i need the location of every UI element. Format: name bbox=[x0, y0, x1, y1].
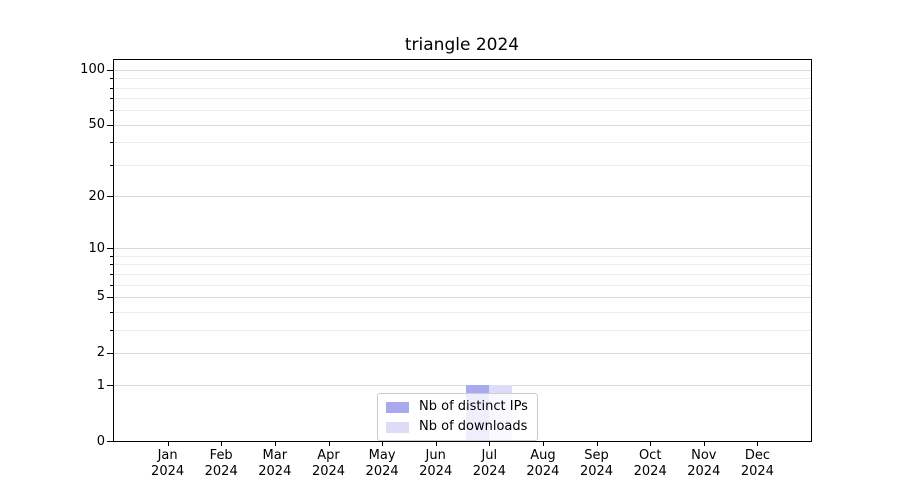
y-tick-100 bbox=[107, 69, 113, 71]
y-minor-tick-60 bbox=[110, 110, 113, 112]
legend-swatch-distinct-ips bbox=[386, 401, 409, 413]
legend-item-distinct-ips: Nb of distinct IPs bbox=[386, 399, 528, 415]
y-minor-tick-8 bbox=[110, 264, 113, 266]
x-tick-apr bbox=[328, 442, 330, 446]
legend: Nb of distinct IPs Nb of downloads bbox=[377, 393, 538, 441]
y-tick-50 bbox=[107, 124, 113, 126]
x-tick-aug bbox=[542, 442, 544, 446]
y-tick-label-100: 100 bbox=[80, 62, 105, 78]
x-tick-label-nov: Nov 2024 bbox=[687, 448, 721, 479]
x-tick-label-sep: Sep 2024 bbox=[579, 448, 614, 479]
y-tick-5 bbox=[107, 296, 113, 298]
x-tick-nov bbox=[703, 442, 705, 446]
gridline-major-50 bbox=[114, 124, 811, 126]
legend-label-downloads: Nb of downloads bbox=[419, 419, 528, 434]
x-tick-label-apr: Apr 2024 bbox=[311, 448, 346, 479]
x-tick-feb bbox=[221, 442, 223, 446]
legend-swatch-downloads bbox=[386, 421, 409, 433]
x-tick-jul bbox=[489, 442, 491, 446]
x-tick-dec bbox=[757, 442, 759, 446]
gridline-minor-30 bbox=[114, 164, 811, 166]
gridline-minor-3 bbox=[114, 329, 811, 331]
x-tick-jun bbox=[435, 442, 437, 446]
y-tick-label-0: 0 bbox=[96, 433, 105, 449]
chart-title: triangle 2024 bbox=[404, 35, 520, 55]
y-minor-tick-9 bbox=[110, 255, 113, 257]
x-tick-label-oct: Oct 2024 bbox=[633, 448, 667, 479]
legend-item-downloads: Nb of downloads bbox=[386, 419, 528, 435]
y-tick-1 bbox=[107, 385, 113, 387]
gridline-minor-80 bbox=[114, 87, 811, 89]
gridline-minor-9 bbox=[114, 255, 811, 257]
gridline-minor-6 bbox=[114, 284, 811, 286]
gridline-minor-60 bbox=[114, 110, 811, 112]
y-minor-tick-3 bbox=[110, 329, 113, 331]
x-tick-label-jul: Jul 2024 bbox=[472, 448, 506, 479]
x-tick-may bbox=[382, 442, 384, 446]
y-tick-2 bbox=[107, 352, 113, 354]
y-tick-10 bbox=[107, 248, 113, 250]
x-tick-oct bbox=[650, 442, 652, 446]
y-tick-20 bbox=[107, 196, 113, 198]
gridline-major-10 bbox=[114, 248, 811, 250]
x-tick-label-aug: Aug 2024 bbox=[526, 448, 560, 479]
x-tick-label-feb: Feb 2024 bbox=[204, 448, 238, 479]
gridline-minor-7 bbox=[114, 273, 811, 275]
y-tick-label-2: 2 bbox=[96, 345, 105, 361]
x-tick-label-jan: Jan 2024 bbox=[151, 448, 185, 479]
y-minor-tick-40 bbox=[110, 142, 113, 144]
gridline-major-5 bbox=[114, 296, 811, 298]
plot-area bbox=[113, 59, 812, 442]
gridline-major-1 bbox=[114, 385, 811, 387]
gridline-major-2 bbox=[114, 352, 811, 354]
gridline-minor-4 bbox=[114, 311, 811, 313]
y-minor-tick-70 bbox=[110, 98, 113, 100]
y-tick-label-10: 10 bbox=[88, 240, 105, 256]
y-minor-tick-4 bbox=[110, 311, 113, 313]
x-tick-sep bbox=[596, 442, 598, 446]
x-tick-label-mar: Mar 2024 bbox=[258, 448, 292, 479]
x-tick-label-jun: Jun 2024 bbox=[419, 448, 453, 479]
y-tick-label-1: 1 bbox=[96, 377, 105, 393]
gridline-major-100 bbox=[114, 69, 811, 71]
x-tick-jan bbox=[167, 442, 169, 446]
x-tick-label-dec: Dec 2024 bbox=[740, 448, 774, 479]
y-minor-tick-6 bbox=[110, 284, 113, 286]
x-tick-mar bbox=[274, 442, 276, 446]
y-minor-tick-80 bbox=[110, 87, 113, 89]
gridline-minor-90 bbox=[114, 78, 811, 80]
x-tick-label-may: May 2024 bbox=[365, 448, 399, 479]
y-minor-tick-7 bbox=[110, 273, 113, 275]
gridline-minor-70 bbox=[114, 98, 811, 100]
y-tick-label-50: 50 bbox=[88, 117, 105, 133]
gridline-minor-8 bbox=[114, 264, 811, 266]
y-minor-tick-30 bbox=[110, 164, 113, 166]
y-tick-label-5: 5 bbox=[96, 289, 105, 305]
y-minor-tick-90 bbox=[110, 78, 113, 80]
legend-label-distinct-ips: Nb of distinct IPs bbox=[419, 399, 528, 414]
gridline-minor-40 bbox=[114, 142, 811, 144]
y-tick-0 bbox=[107, 441, 113, 442]
y-tick-label-20: 20 bbox=[88, 188, 105, 204]
gridline-major-20 bbox=[114, 196, 811, 198]
